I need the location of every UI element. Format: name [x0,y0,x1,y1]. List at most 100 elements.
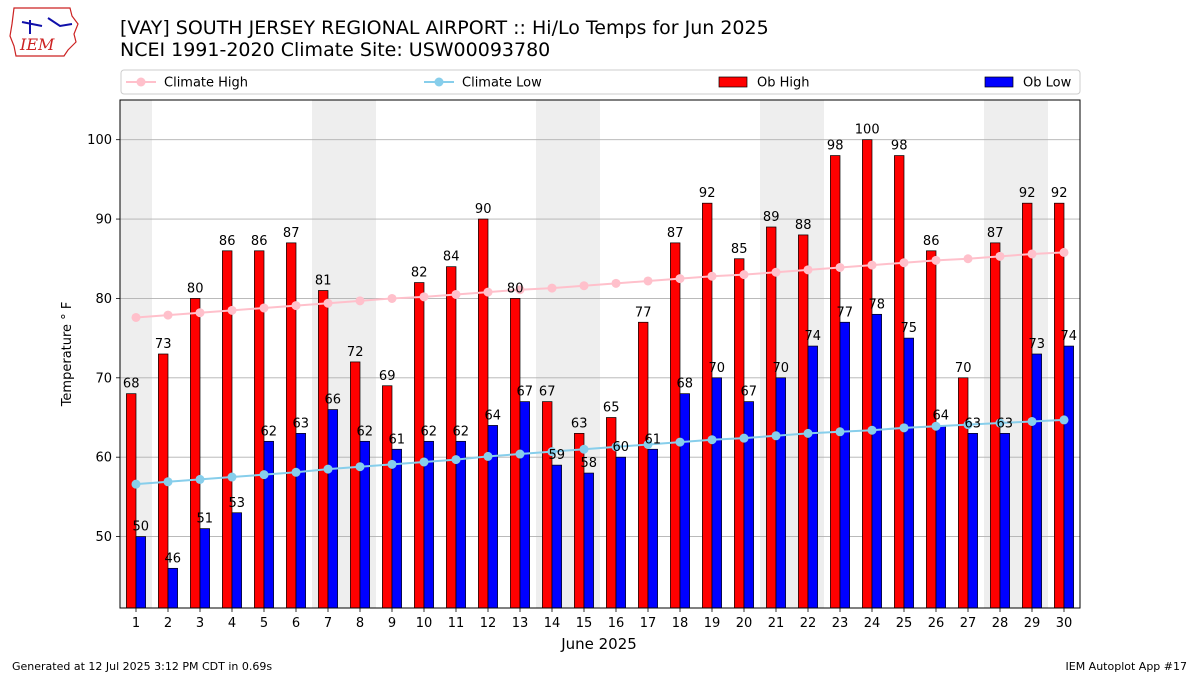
x-tick-label: 8 [356,616,364,631]
ob-high-label: 65 [603,401,620,416]
x-tick-label: 3 [196,616,204,631]
climate-high-point [963,254,973,264]
ob-high-label: 67 [539,385,556,400]
ob-high-label: 100 [855,123,880,138]
x-tick-label: 18 [672,616,689,631]
ob-low-label: 74 [805,329,822,344]
climate-high-point [579,281,589,291]
x-tick-label: 27 [960,616,977,631]
ob-high-bar [542,401,553,609]
climate-low-point [1059,415,1069,425]
climate-low-point [259,470,269,480]
climate-high-point [483,287,493,297]
ob-high-label: 69 [379,369,396,384]
ob-low-bar [775,377,786,609]
ob-low-label: 61 [645,432,662,447]
ob-high-label: 73 [155,337,172,352]
climate-low-point [451,455,461,465]
y-tick-label: 60 [95,451,112,466]
ob-high-label: 86 [219,234,236,249]
ob-low-label: 46 [165,551,182,566]
climate-low-point [547,447,557,457]
ob-low-bar [1063,345,1074,609]
climate-low-point [803,428,813,438]
y-tick-label: 80 [95,292,112,307]
climate-low-point [931,421,941,431]
ob-low-bar [519,401,530,609]
ob-high-bar [894,155,905,609]
climate-high-point [995,251,1005,261]
climate-high-point [131,312,141,322]
ob-high-bar [766,226,777,609]
climate-high-point [611,278,621,288]
climate-lines [131,247,1069,489]
ob-high-bar [222,250,233,609]
y-tick-label: 50 [95,530,112,545]
ob-low-bar [455,440,466,609]
ob-high-label: 87 [987,226,1004,241]
iem-logo: IEM [9,7,79,57]
legend-ob-low-swatch [984,76,1014,88]
ob-high-label: 80 [187,281,204,296]
ob-low-label: 62 [421,424,438,439]
climate-low-point [771,431,781,441]
ob-low-bar [999,433,1010,609]
chart-subtitle: NCEI 1991-2020 Climate Site: USW00093780 [120,39,551,61]
climate-low-point [355,462,365,472]
ob-high-label: 87 [283,226,300,241]
x-tick-label: 11 [448,616,465,631]
bars [126,139,1074,609]
ob-low-bar [871,313,882,609]
ob-low-label: 53 [229,496,246,511]
ob-low-label: 70 [773,361,790,376]
x-tick-label: 28 [992,616,1009,631]
ob-low-label: 75 [901,321,918,336]
climate-high-point [1059,247,1069,257]
ob-high-bar [350,361,361,609]
ob-low-bar [327,409,338,609]
climate-low-point [835,427,845,437]
ob-high-label: 98 [827,139,844,154]
ob-low-label: 66 [325,393,342,408]
ob-high-label: 88 [795,218,812,233]
ob-low-bar [167,567,178,609]
ob-low-label: 62 [453,424,470,439]
ob-high-label: 82 [411,266,428,281]
ob-high-label: 92 [699,186,716,201]
ob-high-bar [734,258,745,609]
ob-low-label: 64 [933,408,950,423]
climate-high-point [163,310,173,320]
plot-frame [119,99,1081,609]
ob-low-bar [263,440,274,609]
ob-high-label: 86 [923,234,940,249]
climate-high-point [867,260,877,270]
x-tick-label: 13 [512,616,529,631]
ob-low-bar [135,536,146,609]
climate-high-point [739,270,749,280]
ob-low-bar [935,425,946,609]
ob-low-bar [551,464,562,609]
climate-low-point [419,457,429,467]
ob-low-label: 67 [517,385,534,400]
ob-low-label: 73 [1029,337,1046,352]
climate-high-point [259,303,269,313]
x-tick-label: 19 [704,616,721,631]
x-tick-label: 10 [416,616,433,631]
legend-box [120,69,1081,95]
climate-high-point [451,289,461,299]
ob-high-bar [862,139,873,609]
climate-low-point [387,459,397,469]
ob-low-label: 78 [869,297,886,312]
ob-high-bar [670,242,681,609]
ob-high-bar [126,393,137,609]
ob-high-label: 86 [251,234,268,249]
ob-low-bar [967,433,978,609]
x-axis-label: June 2025 [560,635,637,653]
x-tick-label: 4 [228,616,236,631]
ob-high-bar [382,385,393,609]
ob-low-label: 63 [965,416,982,431]
x-tick-label: 20 [736,616,753,631]
legend-climate-low-marker [434,77,444,87]
ob-high-label: 72 [347,345,364,360]
